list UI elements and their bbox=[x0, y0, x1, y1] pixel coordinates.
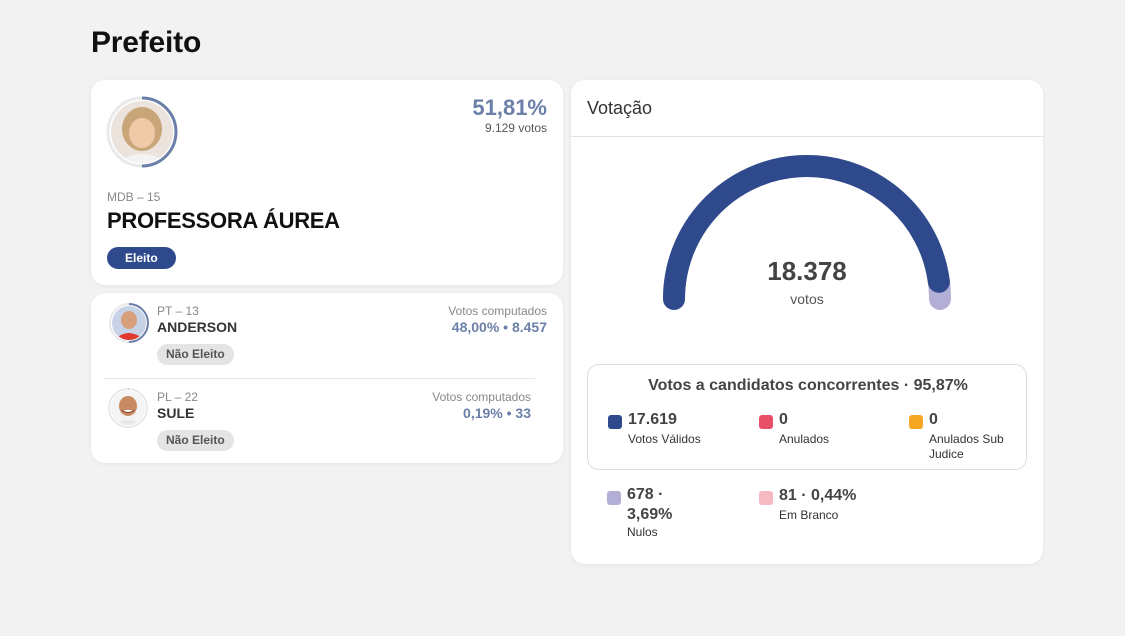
candidate-avatar bbox=[107, 387, 149, 429]
candidate-name: ANDERSON bbox=[157, 319, 238, 335]
voting-card: Votação 18.378 votos Votos a candidatos … bbox=[571, 80, 1043, 564]
stat-annulled-sub-judice: 0 Anulados Sub Judice bbox=[909, 411, 1014, 461]
candidate-avatar bbox=[108, 302, 150, 344]
stat-blank: 81 · 0,44% Em Branco bbox=[759, 487, 899, 527]
stat-value: 81 · 0,44% bbox=[779, 487, 857, 504]
swatch-icon bbox=[608, 415, 622, 429]
gauge-total-votes: 18.378 bbox=[767, 256, 847, 286]
stat-label: Em Branco bbox=[779, 508, 839, 522]
page-title: Prefeito bbox=[91, 26, 202, 59]
turnout-gauge bbox=[663, 155, 951, 310]
stat-value: 17.619 bbox=[628, 411, 677, 428]
candidate-stats: 48,00% • 8.457 bbox=[451, 319, 547, 335]
valid-votes-box: Votos a candidatos concorrentes · 95,87%… bbox=[587, 364, 1027, 470]
candidate-name: SULE bbox=[157, 405, 195, 421]
candidate-row[interactable]: PT – 13 ANDERSON Não Eleito Votos comput… bbox=[91, 293, 563, 378]
voting-title: Votação bbox=[587, 98, 653, 118]
swatch-icon bbox=[759, 415, 773, 429]
winner-name: PROFESSORA ÁUREA bbox=[107, 208, 340, 233]
winner-percent: 51,81% bbox=[472, 95, 547, 120]
winner-party: MDB – 15 bbox=[107, 190, 161, 204]
gauge-unit: votos bbox=[790, 291, 824, 307]
swatch-icon bbox=[759, 491, 773, 505]
candidate-row[interactable]: PL – 22 SULE Não Eleito Votos computados… bbox=[103, 378, 535, 463]
status-badge-not-elected: Não Eleito bbox=[157, 344, 234, 365]
other-candidates-card: PT – 13 ANDERSON Não Eleito Votos comput… bbox=[91, 293, 563, 463]
voting-header: Votação bbox=[571, 80, 1043, 137]
swatch-icon bbox=[607, 491, 621, 505]
stat-label: Nulos bbox=[627, 525, 658, 539]
stat-null: 678 · 3,69% Nulos bbox=[607, 486, 727, 547]
stat-label: Anulados bbox=[779, 432, 830, 446]
candidate-party: PL – 22 bbox=[157, 390, 198, 404]
stat-value: 0 bbox=[779, 411, 788, 428]
stat-value: 678 · 3,69% bbox=[627, 486, 673, 523]
stat-valid: 17.619 Votos Válidos bbox=[608, 411, 738, 451]
votes-label: Votos computados bbox=[432, 390, 531, 404]
status-badge-elected: Eleito bbox=[107, 247, 176, 269]
winner-votes: 9.129 votos bbox=[484, 121, 547, 135]
stat-annulled: 0 Anulados bbox=[759, 411, 889, 451]
winner-avatar bbox=[105, 95, 179, 169]
valid-votes-title: Votos a candidatos concorrentes · 95,87% bbox=[648, 377, 968, 394]
status-badge-not-elected: Não Eleito bbox=[157, 430, 234, 451]
candidate-party: PT – 13 bbox=[157, 304, 199, 318]
stat-label: Anulados Sub Judice bbox=[929, 432, 1004, 461]
stat-value: 0 bbox=[929, 411, 938, 428]
candidate-stats: 0,19% • 33 bbox=[463, 405, 531, 421]
votes-label: Votos computados bbox=[448, 304, 547, 318]
swatch-icon bbox=[909, 415, 923, 429]
winner-card[interactable]: 51,81% 9.129 votos MDB – 15 PROFESSORA Á… bbox=[91, 80, 563, 285]
stat-label: Votos Válidos bbox=[628, 432, 701, 446]
